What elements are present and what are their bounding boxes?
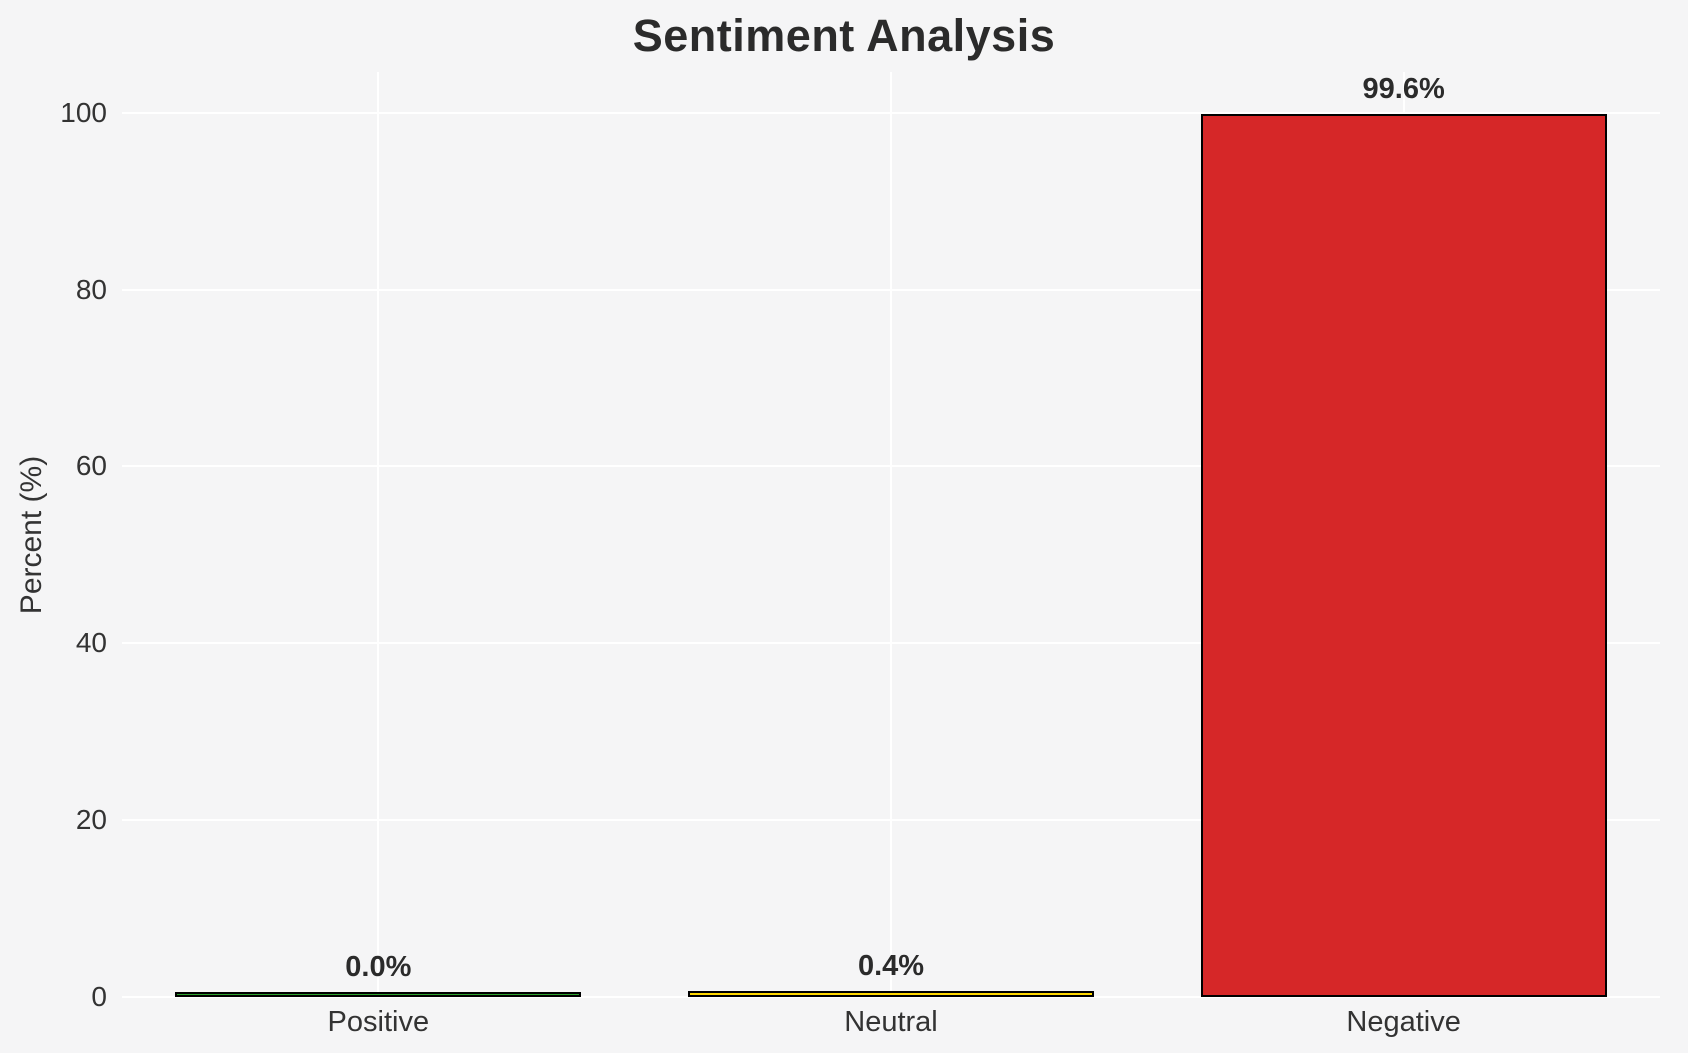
plot-area: 0.0% Positive 0.4% Neutral 99.6% Negative [122,72,1660,1038]
bar-neutral [687,990,1094,997]
horizontal-gridline [122,996,1660,998]
x-tick-label: Positive [327,1006,430,1038]
y-tick-label: 100 [60,96,107,128]
horizontal-gridline [122,111,1660,114]
y-tick-label: 40 [75,627,107,659]
y-tick-label: 20 [75,804,107,836]
x-tick-label: Negative [1346,1006,1461,1038]
chart-title: Sentiment Analysis [632,10,1056,61]
vertical-gridline [377,72,380,997]
horizontal-gridline [122,642,1660,645]
y-tick-label: 60 [75,450,107,482]
y-tick-label: 0 [91,981,107,1012]
horizontal-gridline [122,288,1660,291]
bar-positive [175,991,582,997]
bar-value-label: 0.4% [857,950,925,983]
horizontal-gridline [122,819,1660,822]
bar-negative [1200,113,1607,997]
bar-value-label: 0.0% [345,951,412,983]
vertical-gridline [890,72,892,997]
y-tick-label: 80 [75,273,107,305]
bar-value-label: 99.6% [1362,73,1445,106]
horizontal-gridline [122,465,1660,468]
x-tick-label: Neutral [844,1006,938,1038]
